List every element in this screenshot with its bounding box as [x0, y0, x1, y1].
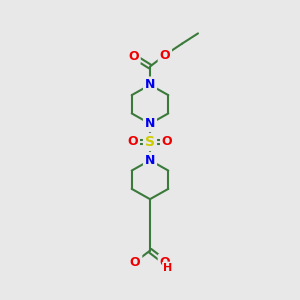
Text: N: N [145, 117, 155, 130]
Text: O: O [130, 256, 140, 268]
Text: O: O [128, 136, 138, 148]
Text: O: O [128, 50, 139, 63]
Text: N: N [145, 78, 155, 91]
Text: S: S [145, 135, 155, 149]
Text: N: N [145, 154, 155, 167]
Text: O: O [160, 49, 170, 62]
Text: H: H [163, 263, 172, 273]
Text: O: O [162, 136, 172, 148]
Text: O: O [160, 256, 170, 268]
